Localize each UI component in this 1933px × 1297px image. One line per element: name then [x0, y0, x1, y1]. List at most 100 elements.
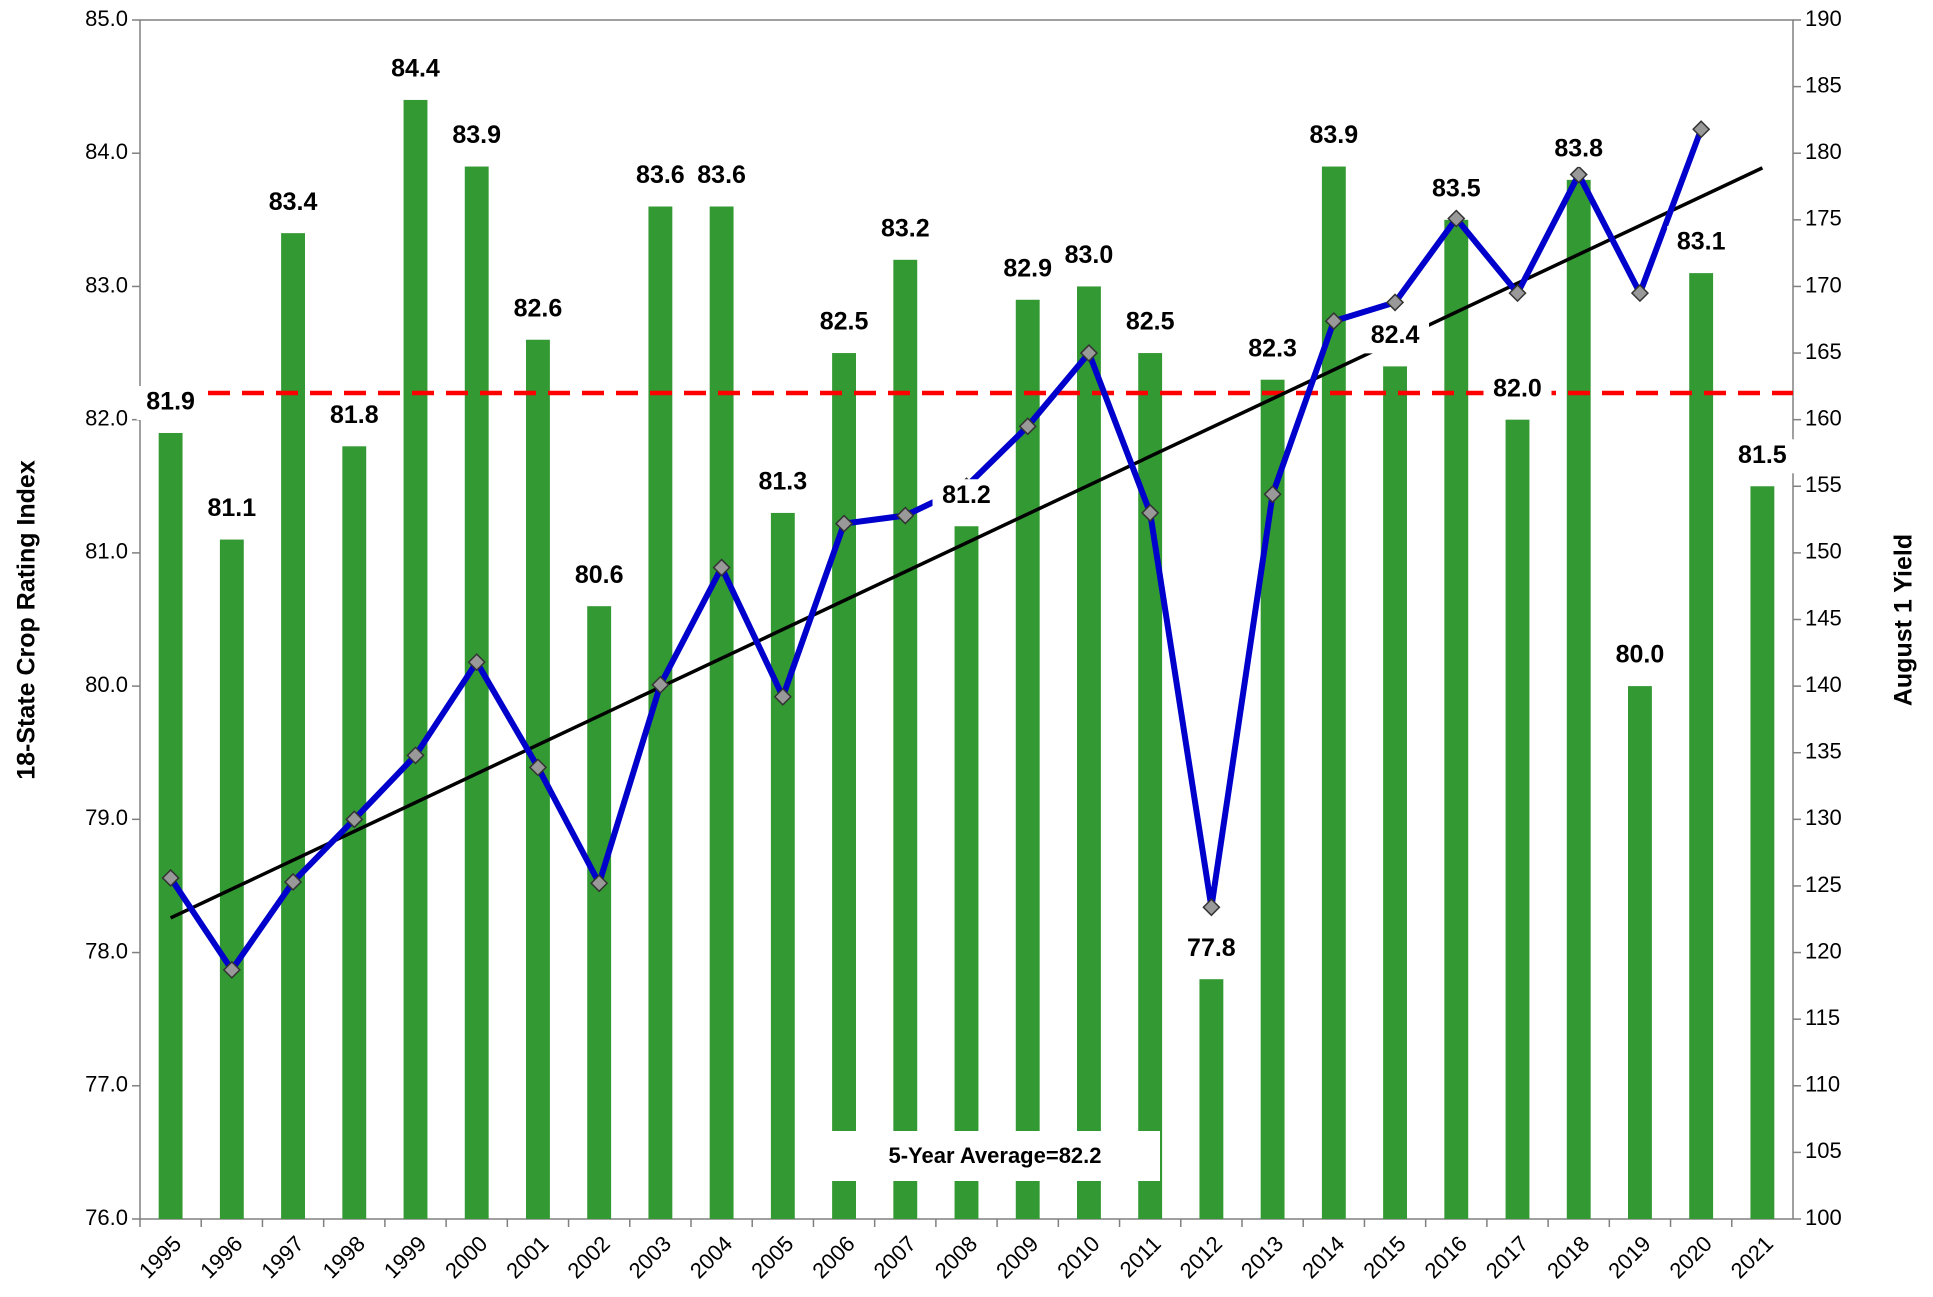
yield-marker — [1508, 284, 1527, 303]
y2-tick-label: 175 — [1805, 206, 1842, 231]
value-label: 80.6 — [575, 561, 624, 589]
x-tick-label: 2001 — [501, 1231, 553, 1283]
value-label: 82.3 — [1248, 334, 1297, 362]
x-tick-label: 2012 — [1175, 1231, 1227, 1283]
bar — [648, 206, 673, 1219]
value-label-bg — [197, 492, 266, 527]
x-tick-label: 1998 — [318, 1231, 370, 1283]
value-label: 83.5 — [1432, 174, 1481, 202]
value-label: 81.2 — [942, 481, 991, 509]
bar — [1566, 179, 1591, 1219]
bar — [526, 339, 550, 1219]
bar — [281, 233, 305, 1220]
y2-tick-label: 130 — [1805, 805, 1842, 830]
value-label-bg — [993, 252, 1062, 287]
value-label: 82.9 — [1003, 254, 1052, 282]
yield-marker — [1630, 284, 1650, 303]
bar — [709, 206, 734, 1219]
value-label-bg — [932, 479, 1001, 514]
yield-marker — [1079, 343, 1099, 363]
y-tick-label: 85.0 — [85, 6, 128, 31]
yield-marker — [161, 868, 180, 888]
x-tick-label: 2002 — [563, 1231, 615, 1283]
x-tick-label: 2006 — [807, 1231, 859, 1283]
value-label-bg — [1544, 132, 1613, 167]
bar — [1444, 219, 1469, 1220]
x-tick-label: 2016 — [1420, 1231, 1472, 1283]
value-label-bg — [1667, 226, 1736, 261]
x-tick-label: 2013 — [1236, 1231, 1288, 1283]
y2-tick-label: 140 — [1805, 672, 1842, 697]
bar — [832, 353, 856, 1219]
yield-marker — [406, 746, 425, 765]
value-label: 81.1 — [207, 494, 256, 522]
y2-tick-label: 135 — [1805, 739, 1842, 764]
bar — [1750, 486, 1775, 1219]
bar — [770, 512, 795, 1219]
x-tick-label: 2020 — [1665, 1231, 1717, 1283]
x-tick-label: 2008 — [930, 1231, 982, 1283]
value-label-bg — [1361, 319, 1430, 354]
yield-marker — [1263, 485, 1282, 504]
value-label: 80.0 — [1616, 641, 1665, 669]
value-label: 81.9 — [146, 388, 195, 416]
value-label-bg — [1116, 306, 1185, 341]
y-tick-label: 83.0 — [85, 272, 128, 297]
y2-tick-label: 180 — [1805, 139, 1842, 164]
bar — [1689, 273, 1714, 1220]
y-tick-label: 82.0 — [85, 405, 128, 430]
x-tick-label: 2005 — [746, 1231, 798, 1283]
y2-axis-title: August 1 Yield — [1890, 534, 1918, 706]
bar — [1077, 286, 1101, 1219]
bar — [403, 99, 428, 1219]
value-label: 82.5 — [1126, 308, 1175, 336]
value-label-bg — [748, 465, 817, 500]
x-tick-label: 2014 — [1297, 1231, 1349, 1283]
yield-marker — [345, 810, 364, 829]
value-label-bg — [565, 559, 634, 594]
y2-tick-label: 105 — [1805, 1138, 1842, 1163]
bar — [1383, 366, 1407, 1219]
value-label-bg — [810, 306, 879, 341]
y2-tick-label: 120 — [1805, 938, 1842, 963]
y-tick-label: 80.0 — [85, 672, 128, 697]
trend-line — [169, 166, 1764, 920]
y-tick-label: 84.0 — [85, 139, 128, 164]
value-label-bg — [1728, 439, 1797, 474]
yield-marker — [1324, 312, 1343, 331]
value-label-bg — [1299, 119, 1368, 154]
y2-tick-label: 125 — [1805, 872, 1842, 897]
y2-tick-label: 185 — [1805, 72, 1842, 97]
x-tick-label: 1996 — [195, 1231, 247, 1283]
value-label-bg — [871, 212, 940, 247]
value-label: 83.8 — [1554, 134, 1603, 162]
bar — [1199, 979, 1224, 1219]
bar — [1321, 166, 1346, 1220]
x-tick-label: 2015 — [1358, 1231, 1410, 1283]
value-label: 82.5 — [820, 308, 869, 336]
yield-marker — [651, 675, 670, 694]
yield-marker — [1385, 293, 1405, 312]
y-axis-title: 18-State Crop Rating Index — [13, 460, 41, 780]
x-tick-label: 1997 — [256, 1231, 308, 1283]
yield-marker — [896, 506, 915, 525]
yield-marker — [1018, 417, 1037, 436]
value-label: 77.8 — [1187, 934, 1236, 962]
yield-marker — [528, 758, 548, 777]
x-tick-label: 2011 — [1115, 1231, 1166, 1282]
yield-line — [168, 128, 1704, 973]
y2-tick-label: 165 — [1805, 339, 1842, 364]
bar — [954, 526, 979, 1219]
x-tick-label: 2017 — [1481, 1231, 1533, 1283]
value-label-bg — [259, 186, 328, 221]
value-label: 83.6 — [697, 161, 746, 189]
x-tick-label: 2000 — [440, 1231, 492, 1283]
x-tick-label: 2004 — [685, 1231, 737, 1283]
value-label: 83.6 — [636, 161, 685, 189]
bar — [1260, 379, 1285, 1219]
x-tick-label: 2021 — [1726, 1231, 1778, 1283]
bar — [587, 606, 612, 1219]
yield-marker — [712, 558, 731, 577]
value-label: 82.0 — [1493, 374, 1542, 402]
y2-tick-label: 170 — [1805, 272, 1842, 297]
